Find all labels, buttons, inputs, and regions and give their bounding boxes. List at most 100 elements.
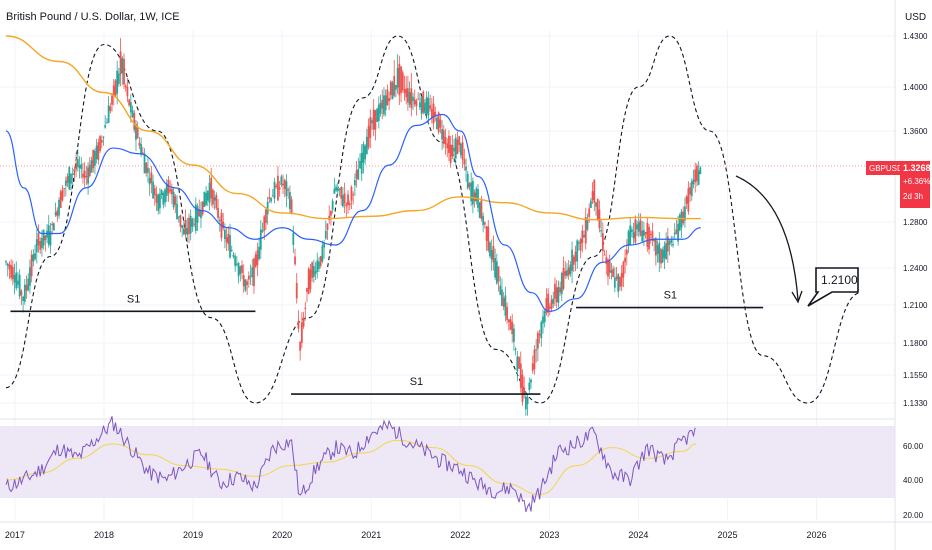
- candle-body: [294, 256, 296, 265]
- candle-body: [97, 142, 100, 160]
- candle-body: [528, 382, 531, 390]
- candle-body: [566, 270, 568, 276]
- candle-body: [261, 230, 264, 232]
- candle-body: [576, 240, 579, 262]
- candle-body: [610, 270, 613, 273]
- price-badge-value: 1.3268: [903, 163, 931, 173]
- candle-body: [39, 241, 42, 250]
- price-badge-bg: [900, 161, 930, 208]
- target-callout-box: [807, 267, 859, 307]
- candle-body: [415, 100, 418, 107]
- candle-body: [314, 271, 317, 274]
- candle-body: [511, 322, 514, 335]
- candle-body: [666, 236, 669, 252]
- candle-body: [302, 317, 305, 327]
- price-tick-label: 1.1800: [903, 339, 928, 348]
- rsi-pane: [5, 416, 697, 513]
- candle-body: [653, 239, 656, 242]
- candle-body: [162, 192, 165, 205]
- candle-body: [613, 277, 616, 288]
- candle-body: [495, 261, 498, 284]
- candle-body: [241, 265, 243, 273]
- candle-body: [413, 99, 416, 105]
- candle-body: [624, 257, 626, 263]
- candle-body: [70, 173, 72, 184]
- candle-body: [212, 189, 214, 205]
- candle-body: [513, 328, 515, 342]
- candle-body: [100, 139, 103, 143]
- candle-body: [330, 210, 332, 216]
- support-label: S1: [127, 293, 140, 305]
- candle-body: [410, 88, 413, 108]
- candle-body: [357, 168, 360, 180]
- candle-body: [460, 143, 462, 156]
- candle-body: [90, 160, 93, 173]
- candle-body: [270, 198, 272, 202]
- candle-body: [637, 222, 640, 232]
- candle-body: [574, 251, 577, 262]
- candle-body: [665, 243, 668, 260]
- candle-body: [148, 177, 151, 185]
- candle-body: [677, 223, 680, 242]
- candle-body: [446, 143, 449, 149]
- target-callout-text: 1.2100: [821, 273, 858, 287]
- candle-body: [348, 203, 351, 206]
- candle-body: [518, 357, 520, 369]
- projection-arrowhead: [791, 290, 803, 304]
- candle-body: [25, 284, 28, 291]
- candle-body: [499, 285, 502, 295]
- candle-body: [519, 363, 522, 388]
- candle-body: [697, 170, 700, 185]
- time-tick-label: 2018: [94, 530, 114, 540]
- candle-body: [596, 198, 599, 221]
- candle-body: [328, 215, 331, 220]
- candle-body: [530, 379, 532, 383]
- candle-body: [8, 264, 11, 270]
- candle-body: [287, 189, 290, 191]
- candle-body: [188, 217, 190, 235]
- time-tick-label: 2024: [628, 530, 648, 540]
- candle-body: [598, 209, 601, 229]
- candle-body: [494, 258, 497, 278]
- price-tick-label: 1.1550: [903, 371, 928, 380]
- candle-body: [244, 279, 247, 291]
- candle-body: [153, 188, 156, 196]
- candle-body: [444, 136, 447, 145]
- candle-body: [593, 179, 596, 203]
- candle-body: [335, 186, 337, 191]
- candle-body: [420, 97, 423, 114]
- candle-body: [367, 125, 370, 148]
- candle-body: [569, 264, 572, 274]
- candle-body: [473, 192, 476, 202]
- candle-body: [682, 211, 685, 224]
- candle-body: [205, 193, 207, 205]
- candle-body: [135, 123, 137, 140]
- candle-body: [458, 136, 461, 145]
- price-tick-label: 1.1330: [903, 399, 928, 408]
- candle-body: [425, 96, 428, 114]
- candle-body: [439, 119, 442, 128]
- candle-body: [246, 281, 249, 286]
- candle-body: [463, 159, 466, 165]
- candle-body: [263, 216, 266, 231]
- candle-body: [386, 89, 389, 105]
- currency-label: USD: [905, 12, 926, 23]
- candle-body: [550, 299, 553, 309]
- candle-body: [109, 106, 112, 111]
- candle-body: [670, 239, 673, 243]
- candle-body: [102, 136, 105, 138]
- candle-body: [396, 67, 399, 88]
- candle-body: [277, 175, 279, 201]
- candle-body: [560, 273, 563, 294]
- candle-body: [579, 239, 582, 251]
- candle-body: [321, 245, 324, 262]
- candle-body: [82, 173, 84, 178]
- candle-body: [545, 298, 548, 313]
- candle-body: [401, 72, 404, 91]
- candle-body: [654, 238, 657, 256]
- candle-body: [107, 105, 110, 123]
- candle-body: [424, 102, 426, 114]
- candle-body: [567, 267, 570, 276]
- candle-body: [536, 332, 539, 349]
